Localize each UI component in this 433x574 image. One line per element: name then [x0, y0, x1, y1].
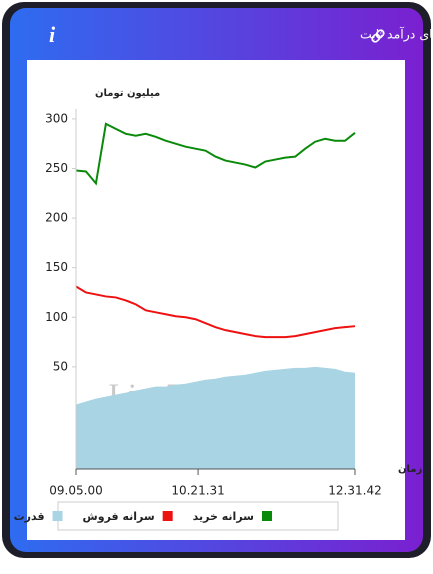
legend-swatch	[162, 511, 173, 521]
x-tick-label: 10.21.31	[171, 484, 224, 498]
y-tick-label: 50	[53, 359, 68, 373]
x-axis-label: زمان	[398, 464, 422, 475]
legend-label: سرانه فروش	[83, 510, 155, 523]
y-tick-label: 250	[45, 161, 68, 175]
legend-swatch	[262, 511, 272, 521]
line	[75, 285, 356, 339]
header-title: سرانه ی خرید و فروش حقیقی در صندوق های د…	[360, 27, 433, 43]
link-icon	[371, 29, 385, 43]
legend-label: سرانه خرید	[193, 510, 254, 523]
area	[76, 366, 355, 469]
y-axis-label: میلیون تومان	[95, 88, 160, 99]
legend-label: قدرت	[14, 510, 45, 523]
y-tick-label: 100	[45, 310, 68, 324]
legend-swatch	[52, 511, 63, 521]
x-tick-label: 09.05.00	[49, 484, 102, 498]
x-tick-label: 12.31.42	[328, 484, 381, 498]
y-tick-label: 300	[45, 111, 68, 125]
info-icon[interactable]: i	[49, 22, 56, 47]
y-tick-label: 200	[45, 211, 68, 225]
line	[75, 122, 356, 186]
y-tick-label: 150	[45, 260, 68, 274]
